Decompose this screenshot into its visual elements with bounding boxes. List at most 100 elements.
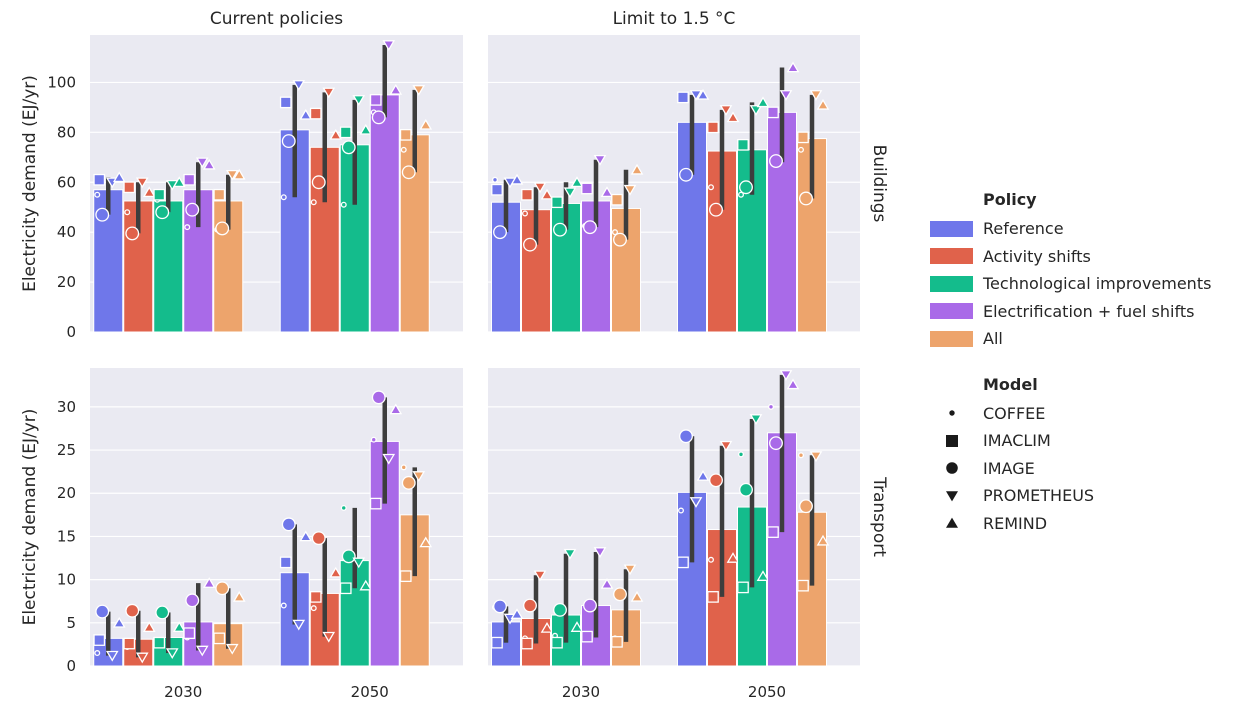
point-imaclim [369, 94, 382, 106]
column-title: Limit to 1.5 °C [613, 9, 736, 29]
point-image [401, 165, 416, 180]
point-imaclim [339, 582, 352, 595]
point-imaclim [153, 188, 166, 201]
point-prometheus [382, 40, 396, 51]
point-coffee [184, 224, 191, 231]
point-imaclim [797, 579, 809, 592]
y-tick-label: 10 [57, 571, 76, 589]
point-image [679, 167, 693, 182]
point-remind [142, 186, 156, 198]
point-imaclim [93, 173, 106, 186]
y-tick-label: 60 [57, 173, 76, 191]
point-coffee [340, 201, 347, 208]
x-tick-label: 2030 [164, 683, 202, 701]
point-prometheus [165, 648, 179, 660]
point-imaclim [707, 591, 719, 603]
x-tick-label: 2030 [562, 683, 600, 701]
point-image [125, 226, 140, 241]
point-imaclim [581, 182, 593, 195]
point-image [493, 225, 507, 240]
point-image [709, 202, 723, 217]
point-imaclim [369, 497, 382, 510]
point-image [769, 154, 783, 168]
point-prometheus [382, 453, 396, 465]
point-image [371, 390, 386, 405]
legend-item-policy: Electrification + fuel shifts [930, 298, 1230, 326]
panel-transport-0 [90, 368, 463, 667]
point-remind [786, 378, 800, 390]
point-image [125, 603, 140, 618]
point-prometheus [809, 90, 823, 101]
point-coffee [340, 504, 347, 511]
point-coffee [798, 146, 804, 153]
point-imaclim [93, 634, 106, 646]
legend-label: All [983, 329, 1003, 349]
point-prometheus [563, 548, 577, 560]
point-imaclim [737, 138, 749, 151]
point-imaclim [123, 637, 136, 650]
point-imaclim [551, 636, 563, 649]
point-image [311, 175, 326, 190]
point-coffee [370, 436, 377, 443]
point-remind [816, 98, 830, 110]
point-prometheus [563, 187, 577, 199]
y-tick-label: 5 [66, 614, 76, 632]
point-image [311, 531, 326, 546]
point-imaclim [279, 556, 292, 569]
legend-item-model: IMAGE [930, 455, 1230, 483]
point-image [769, 436, 783, 451]
legend-swatch [930, 248, 973, 265]
legend: Policy Reference Activity shifts Technolog… [930, 188, 1230, 537]
point-image [281, 134, 296, 149]
y-axis-label: Electricity demand (EJ/yr) [20, 409, 40, 626]
x-tick-label: 2050 [748, 683, 786, 701]
point-image [739, 180, 753, 195]
point-prometheus [593, 154, 607, 166]
point-remind [299, 530, 313, 542]
point-prometheus [623, 184, 637, 196]
point-coffee [768, 403, 774, 410]
point-image [281, 517, 296, 532]
y-tick-label: 40 [57, 223, 76, 241]
point-coffee [94, 191, 101, 198]
point-image [523, 237, 537, 252]
point-coffee [678, 507, 684, 514]
point-imaclim [767, 526, 779, 538]
point-remind [419, 118, 433, 130]
point-remind [359, 579, 373, 591]
point-prometheus [689, 497, 703, 508]
point-imaclim [213, 188, 226, 201]
legend-item-policy: Reference [930, 215, 1230, 243]
point-image [401, 475, 416, 490]
point-remind [172, 176, 186, 188]
point-prometheus [749, 105, 763, 116]
point-prometheus [623, 564, 637, 576]
prometheus-marker-icon [930, 487, 973, 505]
panel-buildings-1 [488, 35, 860, 333]
y-tick-label: 0 [66, 657, 76, 675]
bar [153, 200, 184, 333]
point-remind [630, 163, 644, 175]
point-remind [232, 590, 246, 602]
y-axis-label: Electricity demand (EJ/yr) [20, 75, 40, 292]
point-imaclim [737, 581, 749, 594]
point-prometheus [719, 105, 733, 116]
row-label: Transport [869, 476, 889, 557]
point-remind [299, 108, 313, 120]
legend-label: IMAGE [983, 458, 1035, 478]
point-remind [786, 61, 800, 73]
remind-marker-icon [930, 514, 973, 532]
point-remind [600, 186, 614, 198]
row-label: Buildings [869, 145, 889, 223]
point-image [613, 587, 627, 602]
point-remind [570, 176, 584, 188]
point-imaclim [521, 188, 533, 201]
legend-item-model: COFFEE [930, 400, 1230, 428]
legend-swatch [930, 330, 973, 347]
legend-label: Electrification + fuel shifts [983, 301, 1195, 321]
legend-swatch [930, 220, 973, 237]
point-image [185, 202, 200, 217]
point-prometheus [195, 645, 209, 657]
point-image [95, 207, 110, 222]
